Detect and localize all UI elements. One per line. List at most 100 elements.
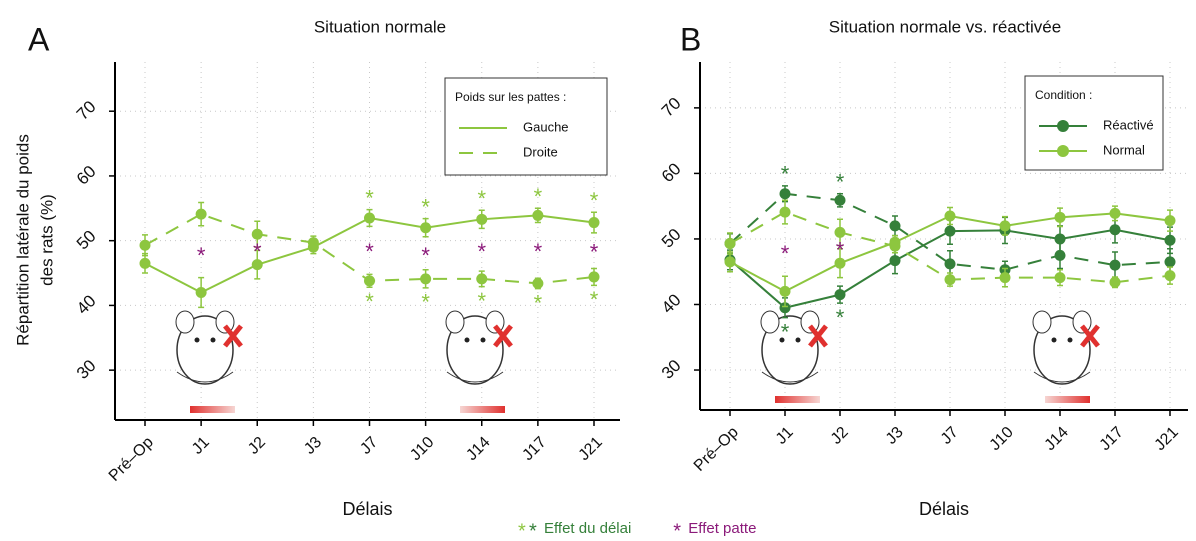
rat-ear	[1032, 310, 1052, 334]
paw-effect-star: *	[781, 241, 790, 266]
rat-ear	[445, 310, 465, 334]
legend-title: Poids sur les pattes :	[455, 90, 566, 104]
delay-effect-star: *	[534, 290, 543, 315]
data-point	[834, 226, 846, 238]
x-tick-label: J7	[938, 424, 962, 448]
rat-ear	[485, 310, 505, 334]
x-tick-label: J17	[519, 434, 549, 464]
data-point	[420, 273, 432, 285]
red-cross	[1080, 324, 1100, 348]
delay-effect-star: *	[781, 162, 790, 187]
delay-effect-star: *	[590, 188, 599, 213]
legend-box	[1024, 75, 1164, 171]
paw-effect-star: *	[590, 240, 599, 265]
legend-marker	[1057, 145, 1069, 157]
data-point	[999, 220, 1011, 232]
data-point	[476, 213, 488, 225]
rat-body	[761, 315, 819, 385]
y-axis-label: Répartition latérale du poids	[13, 134, 32, 346]
data-point	[1164, 256, 1176, 268]
legend-label: Gauche	[523, 119, 569, 134]
data-point	[1164, 234, 1176, 246]
x-tick-label: J21	[576, 434, 606, 464]
x-tick-label: J10	[407, 434, 437, 464]
data-point	[588, 217, 600, 229]
data-point	[307, 237, 319, 249]
data-point	[834, 257, 846, 269]
data-point	[1109, 224, 1121, 236]
data-point	[139, 239, 151, 251]
x-tick-label: J1	[189, 434, 213, 458]
y-tick-label: 70	[658, 94, 685, 121]
data-point	[532, 209, 544, 221]
delay-effect-star: *	[590, 287, 599, 312]
data-point	[195, 208, 207, 220]
data-point	[779, 302, 791, 314]
footnote-label: Effet patte	[688, 520, 756, 537]
x-tick-label: J14	[463, 434, 493, 464]
x-tick-label: Pré–Op	[691, 424, 742, 475]
legend-box	[444, 77, 608, 176]
data-point	[779, 206, 791, 218]
delay-effect-star: *	[781, 319, 790, 344]
rat-ear	[760, 310, 780, 334]
data-point	[1164, 270, 1176, 282]
rat-paws	[446, 371, 504, 383]
rat-eye	[480, 337, 486, 343]
data-point	[834, 194, 846, 206]
rat-paws	[176, 371, 234, 383]
delay-effect-star: *	[836, 305, 845, 330]
y-tick-label: 40	[73, 291, 100, 318]
data-point	[195, 286, 207, 298]
delay-effect-star: *	[421, 290, 430, 315]
paw-effect-star: *	[477, 239, 486, 264]
data-point	[251, 259, 263, 271]
x-axis-label: Délais	[919, 499, 969, 519]
stimulus-bar	[1045, 396, 1090, 403]
red-cross	[223, 324, 243, 348]
data-point	[834, 289, 846, 301]
rat-paws	[1033, 371, 1091, 383]
delay-effect-star: *	[477, 288, 486, 313]
data-point	[1054, 211, 1066, 223]
rat-icon	[445, 310, 513, 385]
rat-ear	[800, 310, 820, 334]
rat-ear	[1072, 310, 1092, 334]
delay-effect-star: *	[365, 185, 374, 210]
data-point	[364, 212, 375, 224]
red-cross	[808, 324, 828, 348]
data-point	[1054, 272, 1066, 284]
delay-effect-star: *	[477, 186, 486, 211]
data-point	[364, 275, 375, 287]
y-tick-label: 50	[73, 227, 100, 254]
data-point	[476, 273, 488, 285]
x-tick-label: J2	[245, 434, 269, 458]
y-tick-label: 50	[658, 225, 685, 252]
data-point	[889, 220, 901, 232]
stimulus-bar	[775, 396, 820, 403]
rat-eye	[1067, 337, 1073, 343]
paw-effect-star: *	[197, 243, 206, 268]
data-point	[944, 210, 956, 222]
data-point	[779, 188, 791, 200]
footnote-symbol: *	[673, 520, 681, 541]
chart-title: Situation normale	[314, 17, 446, 36]
chart-title: Situation normale vs. réactivée	[829, 17, 1061, 36]
footnote-symbol: *	[529, 520, 537, 541]
data-point	[1109, 259, 1121, 271]
data-point	[420, 222, 432, 234]
delay-effect-star: *	[421, 194, 430, 219]
data-point	[944, 225, 956, 237]
rat-icon	[1032, 310, 1100, 385]
stimulus-bar	[190, 406, 235, 413]
data-point	[139, 257, 151, 269]
rat-body	[1033, 315, 1091, 385]
rat-eye	[194, 337, 200, 343]
delay-effect-star: *	[365, 289, 374, 314]
rat-ear	[215, 310, 235, 334]
y-tick-label: 60	[658, 159, 685, 186]
rat-paws	[761, 371, 819, 383]
data-point	[889, 255, 901, 267]
y-tick-label: 60	[73, 162, 100, 189]
